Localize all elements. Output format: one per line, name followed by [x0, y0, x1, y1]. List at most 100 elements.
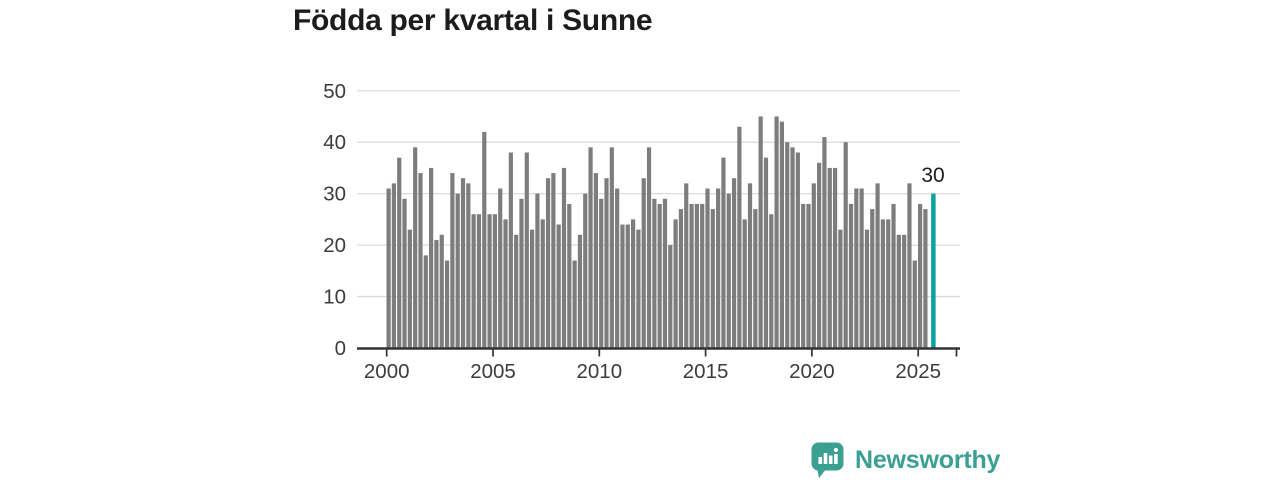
- bar: [466, 183, 471, 348]
- y-tick-label: 50: [323, 80, 346, 103]
- bar: [864, 229, 870, 348]
- bar: [402, 198, 407, 348]
- bar: [668, 245, 673, 348]
- bar: [896, 234, 901, 348]
- bar: [700, 203, 705, 348]
- bar: [391, 183, 397, 348]
- bar: [471, 214, 476, 348]
- x-tick-label: 2010: [576, 360, 622, 383]
- x-tick-label: 2000: [364, 360, 410, 383]
- bar: [673, 219, 678, 348]
- bar: [785, 142, 790, 348]
- bar: [811, 183, 816, 348]
- bar: [694, 203, 699, 348]
- highlighted-bar: [931, 193, 936, 348]
- bar: [880, 219, 885, 348]
- bar: [721, 157, 726, 348]
- newsworthy-logo-text: Newsworthy: [855, 446, 1001, 474]
- bar: [630, 219, 636, 348]
- bar: [444, 260, 450, 348]
- bar: [902, 234, 907, 348]
- y-tick-label: 40: [323, 131, 346, 154]
- newsworthy-logo[interactable]: Newsworthy: [811, 442, 1000, 478]
- bar: [609, 147, 614, 348]
- bar: [498, 188, 503, 348]
- y-tick-label: 30: [323, 183, 346, 206]
- bar: [386, 188, 391, 348]
- bar: [530, 229, 535, 348]
- bar: [726, 193, 731, 348]
- bar: [535, 193, 540, 348]
- bar: [678, 209, 684, 348]
- x-tick-label: 2020: [789, 360, 835, 383]
- bar: [482, 131, 487, 348]
- bar: [625, 224, 630, 348]
- bar: [519, 198, 524, 348]
- bar: [418, 173, 423, 348]
- bar: [620, 224, 625, 348]
- bar: [503, 219, 508, 348]
- bar: [710, 209, 715, 348]
- bar: [455, 193, 460, 348]
- bar: [886, 219, 891, 348]
- bar: [646, 147, 652, 348]
- bar: [657, 203, 662, 348]
- bar: [429, 167, 434, 348]
- bar: [689, 203, 694, 348]
- y-tick-label: 10: [323, 286, 346, 309]
- latest-value-label: 30: [921, 164, 945, 187]
- bar: [524, 152, 529, 348]
- bar: [593, 173, 598, 348]
- y-tick-label: 0: [335, 337, 346, 360]
- bar: [747, 183, 753, 348]
- bar: [801, 203, 806, 348]
- bar: [848, 203, 854, 348]
- bar: [731, 178, 737, 348]
- bar: [684, 183, 689, 348]
- bar: [636, 229, 641, 348]
- bar: [492, 214, 497, 348]
- bar: [540, 219, 545, 348]
- bar: [407, 229, 412, 348]
- bar: [742, 219, 747, 348]
- bar: [716, 188, 721, 348]
- x-tick-label: 2025: [895, 360, 941, 383]
- bar: [662, 198, 668, 348]
- bar: [551, 173, 556, 348]
- bar: [769, 214, 774, 348]
- bar: [514, 234, 519, 348]
- bar: [891, 203, 896, 348]
- bar: [588, 147, 593, 348]
- bar: [508, 152, 513, 348]
- bar: [859, 188, 864, 348]
- bar: [817, 162, 822, 348]
- bar: [758, 116, 763, 348]
- bar: [641, 178, 646, 348]
- newsworthy-logo-icon: [811, 442, 844, 478]
- bar: [434, 239, 439, 348]
- bar: [561, 167, 567, 348]
- bar: [923, 209, 928, 348]
- bar: [487, 214, 492, 348]
- bar: [583, 193, 588, 348]
- bar: [705, 188, 710, 348]
- bar: [652, 198, 657, 348]
- bar: [806, 203, 811, 348]
- bar: [795, 152, 800, 348]
- bar: [907, 183, 912, 348]
- bar: [604, 178, 609, 348]
- bar: [599, 198, 604, 348]
- bar: [615, 188, 620, 348]
- bar: [423, 255, 428, 348]
- y-tick-label: 20: [323, 234, 346, 257]
- bar: [753, 209, 758, 348]
- bar: [413, 147, 418, 348]
- bar: [854, 188, 859, 348]
- bar: [918, 203, 923, 348]
- bar: [556, 224, 561, 348]
- bar: [450, 173, 455, 348]
- bar: [843, 142, 848, 348]
- bar: [779, 121, 785, 349]
